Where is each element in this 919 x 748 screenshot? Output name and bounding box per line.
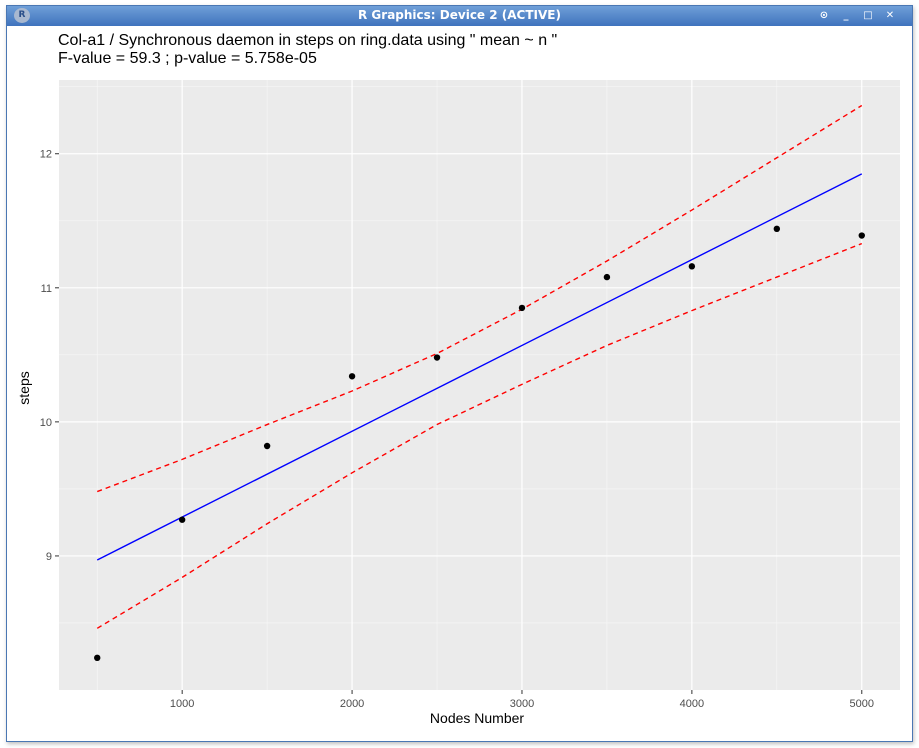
data-point <box>518 304 526 312</box>
series-layer <box>94 104 865 662</box>
x-tick-label: 2000 <box>340 698 364 710</box>
close-icon[interactable]: ✕ <box>885 10 895 21</box>
data-point <box>773 225 781 233</box>
upper-confidence-band <box>96 104 863 493</box>
data-point <box>348 373 356 380</box>
plot-panel <box>59 80 900 690</box>
pin-icon[interactable]: ⊙ <box>819 10 829 21</box>
data-point <box>94 654 101 662</box>
x-tick-label: 3000 <box>510 698 534 710</box>
y-tick-label: 9 <box>46 551 52 563</box>
window-titlebar[interactable]: R R Graphics: Device 2 (ACTIVE) ⊙ _ □ ✕ <box>7 6 912 26</box>
lower-confidence-band <box>96 242 863 629</box>
r-graphics-window: R R Graphics: Device 2 (ACTIVE) ⊙ _ □ ✕ … <box>6 5 913 742</box>
x-tick-label: 1000 <box>170 698 194 710</box>
r-app-icon: R <box>14 8 30 23</box>
data-point <box>688 263 696 270</box>
x-tick-label: 5000 <box>850 698 874 710</box>
y-tick-label: 11 <box>41 283 52 295</box>
window-title: R Graphics: Device 2 (ACTIVE) <box>358 8 561 22</box>
chart-svg: Col-a1 / Synchronous daemon in steps on … <box>16 32 900 726</box>
data-point <box>178 516 186 523</box>
minimize-icon[interactable]: _ <box>843 10 849 21</box>
plot-area: Col-a1 / Synchronous daemon in steps on … <box>7 26 912 741</box>
data-point <box>858 232 865 239</box>
y-tick-label: 10 <box>40 417 52 429</box>
data-point <box>263 442 271 450</box>
x-tick-label: 4000 <box>680 698 704 710</box>
grid-layer <box>59 80 900 690</box>
data-point <box>433 354 441 361</box>
x-axis-label: Nodes Number <box>430 710 524 726</box>
y-axis-label: steps <box>16 371 32 404</box>
axis-layer: 1000 2000 3000 4000 5000 9 10 11 12 <box>40 149 874 710</box>
regression-line <box>96 173 863 561</box>
maximize-icon[interactable]: □ <box>863 10 873 21</box>
chart-title: Col-a1 / Synchronous daemon in steps on … <box>58 32 557 49</box>
y-tick-label: 12 <box>40 149 52 161</box>
chart-subtitle: F-value = 59.3 ; p-value = 5.758e-05 <box>58 50 317 67</box>
data-point <box>603 273 611 281</box>
